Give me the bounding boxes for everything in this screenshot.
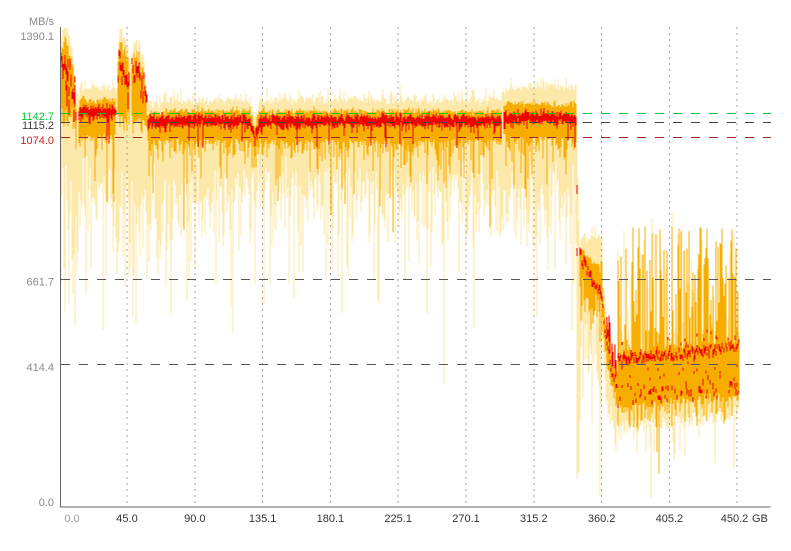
svg-text:135.1: 135.1 [249,513,277,525]
svg-text:45.0: 45.0 [116,513,137,525]
svg-text:450.2: 450.2 [721,513,749,525]
svg-text:180.1: 180.1 [317,513,345,525]
svg-text:0.0: 0.0 [39,497,54,509]
svg-text:1390.1: 1390.1 [20,31,54,43]
svg-text:414.4: 414.4 [26,362,54,374]
svg-text:1074.0: 1074.0 [20,135,54,147]
svg-text:270.1: 270.1 [452,513,480,525]
svg-text:661.7: 661.7 [26,277,54,289]
svg-text:225.1: 225.1 [384,513,412,525]
svg-text:405.2: 405.2 [656,513,684,525]
svg-text:1142.7: 1142.7 [21,111,54,123]
svg-text:1115.2: 1115.2 [22,120,54,132]
svg-text:360.2: 360.2 [588,513,616,525]
svg-text:0.0: 0.0 [64,513,79,525]
svg-text:90.0: 90.0 [184,513,205,525]
svg-text:MB/s: MB/s [29,16,55,28]
svg-text:315.2: 315.2 [520,513,548,525]
svg-text:GB: GB [752,513,768,525]
